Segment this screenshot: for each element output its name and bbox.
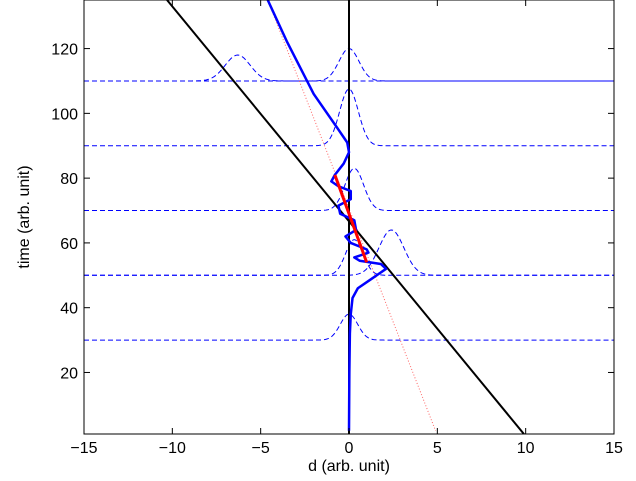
y-tick-label: 100 [51, 106, 78, 123]
dotted-trajectory-line [267, 0, 437, 431]
y-tick-label: 20 [60, 365, 78, 382]
x-tick-label: −5 [252, 440, 270, 457]
x-tick-label: 0 [345, 440, 354, 457]
x-tick-label: −15 [70, 440, 97, 457]
y-tick-label: 120 [51, 42, 78, 59]
y-axis-label: time (arb. unit) [16, 165, 33, 268]
x-tick-label: 10 [517, 440, 535, 457]
x-tick-label: 15 [605, 440, 623, 457]
plot-content [84, 0, 614, 434]
y-tick-label: 60 [60, 236, 78, 253]
dashed-packet-line [84, 88, 614, 147]
x-tick-label: −10 [159, 440, 186, 457]
x-axis-label: d (arb. unit) [308, 458, 390, 475]
dashed-packet-line [84, 313, 614, 341]
blue-trajectory-line [266, 0, 388, 431]
y-tick-label: 40 [60, 301, 78, 318]
x-tick-label: 5 [433, 440, 442, 457]
y-tick-label: 80 [60, 171, 78, 188]
ticks: −15 −10 −5 0 5 10 15 20 40 60 80 100 120 [51, 0, 623, 457]
red-segment-line [333, 174, 369, 263]
dashed-packet-line [84, 167, 614, 212]
